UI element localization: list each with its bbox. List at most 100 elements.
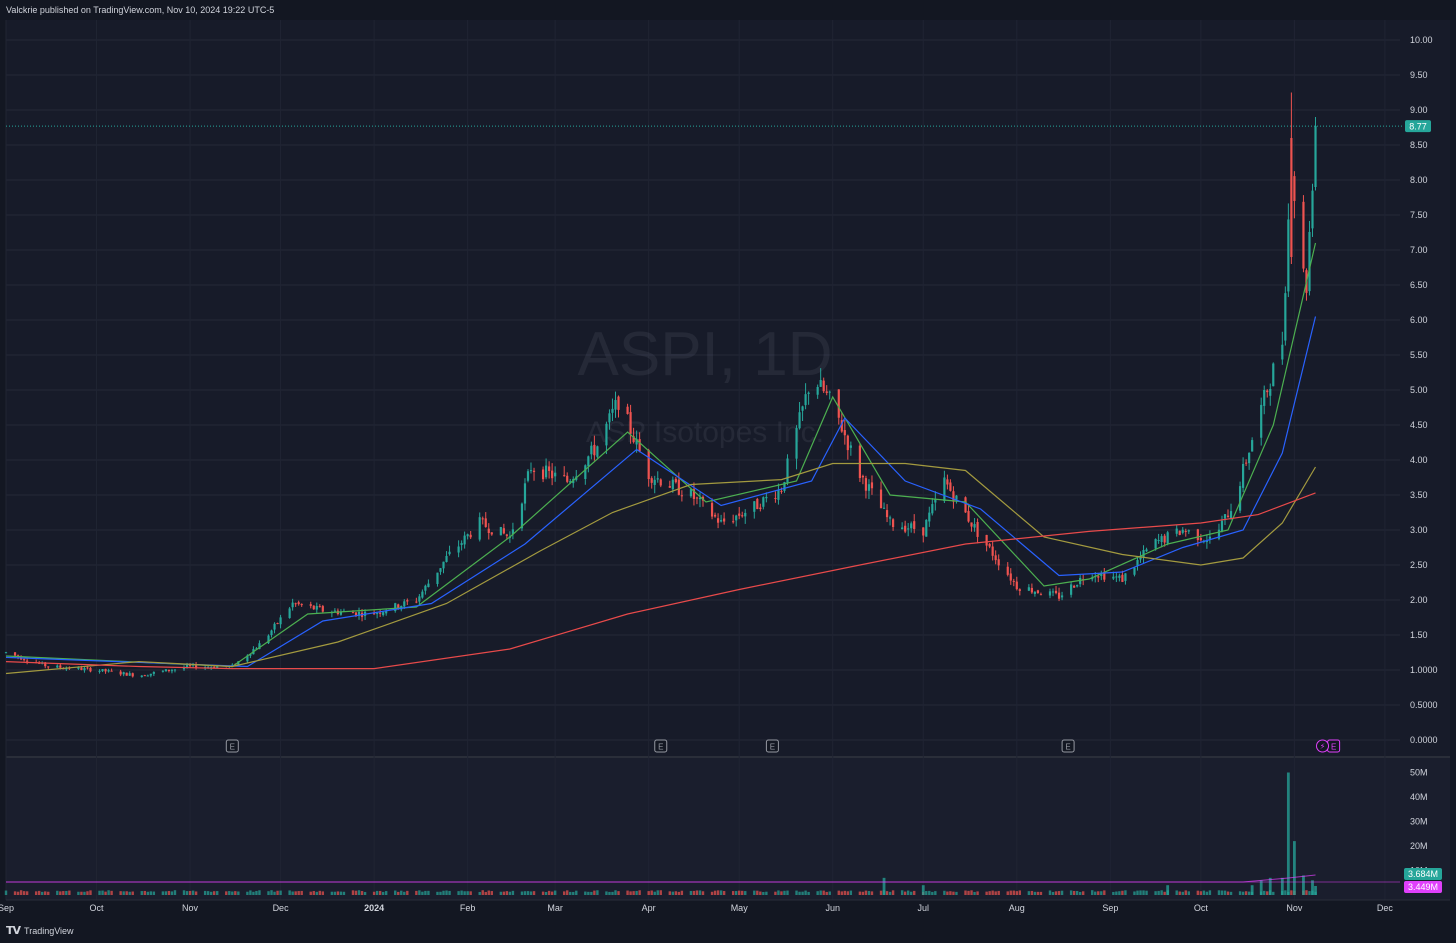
volume-bar[interactable] (1181, 891, 1184, 895)
candle-body[interactable] (1220, 520, 1224, 532)
volume-bar[interactable] (846, 891, 850, 895)
candle-body[interactable] (1015, 581, 1018, 590)
volume-bar[interactable] (635, 890, 638, 895)
volume-bar[interactable] (1097, 891, 1100, 895)
candle-body[interactable] (777, 489, 780, 500)
volume-bar[interactable] (1223, 890, 1227, 895)
volume-bar[interactable] (167, 890, 171, 895)
volume-bar[interactable] (614, 890, 617, 895)
volume-bar[interactable] (273, 891, 276, 895)
volume-bar[interactable] (149, 891, 153, 895)
volume-bar[interactable] (246, 891, 249, 895)
volume-bar[interactable] (448, 890, 451, 895)
volume-bar-spike[interactable] (1268, 877, 1272, 895)
candle-body[interactable] (934, 498, 937, 503)
candle-body[interactable] (448, 551, 451, 555)
candle-body[interactable] (339, 611, 343, 615)
volume-bar[interactable] (463, 891, 466, 895)
candle-body[interactable] (840, 420, 843, 432)
candle-body[interactable] (544, 465, 548, 478)
volume-bar[interactable] (1241, 891, 1245, 895)
candle-body[interactable] (1009, 573, 1012, 581)
volume-bar[interactable] (756, 890, 759, 895)
dividend-marker[interactable] (1316, 739, 1330, 753)
candle-body[interactable] (653, 479, 656, 485)
candle-body[interactable] (904, 525, 907, 532)
candle-body[interactable] (83, 668, 86, 671)
candle-body[interactable] (373, 613, 376, 615)
volume-bar[interactable] (16, 891, 20, 895)
earnings-marker[interactable] (225, 739, 239, 753)
volume-bar[interactable] (566, 890, 569, 895)
volume-bar[interactable] (1205, 891, 1209, 895)
candle-body[interactable] (783, 482, 786, 491)
volume-bar[interactable] (547, 890, 551, 895)
candle-body[interactable] (216, 666, 219, 669)
candle-body[interactable] (258, 643, 261, 650)
volume-bar[interactable] (1121, 890, 1124, 895)
volume-bar[interactable] (840, 891, 843, 895)
volume-bar[interactable] (128, 891, 131, 895)
candle-body[interactable] (1154, 539, 1157, 549)
volume-bar[interactable] (291, 891, 294, 895)
candle-body[interactable] (1263, 390, 1266, 406)
volume-bar[interactable] (1238, 891, 1242, 895)
candle-body[interactable] (1314, 126, 1317, 187)
candle-body[interactable] (1057, 592, 1061, 599)
volume-bar[interactable] (83, 891, 86, 895)
volume-bar-spike[interactable] (1166, 885, 1170, 895)
candle-body[interactable] (804, 394, 807, 406)
volume-bar[interactable] (170, 891, 174, 895)
volume-bar[interactable] (1208, 890, 1212, 895)
candle-body[interactable] (1100, 573, 1103, 576)
volume-bar[interactable] (997, 890, 1000, 895)
candle-body[interactable] (765, 496, 768, 499)
volume-bar[interactable] (418, 890, 421, 895)
volume-bar[interactable] (143, 890, 146, 895)
candle-body[interactable] (424, 585, 427, 591)
volume-bar[interactable] (656, 890, 659, 895)
volume-bar[interactable] (37, 890, 41, 895)
candle-body[interactable] (44, 662, 47, 667)
candle-body[interactable] (207, 666, 210, 668)
volume-bar[interactable] (1072, 890, 1076, 895)
candle-body[interactable] (354, 612, 358, 616)
candle-body[interactable] (695, 497, 699, 499)
volume-bar[interactable] (318, 890, 322, 895)
candle-body[interactable] (825, 391, 828, 393)
volume-bar[interactable] (647, 891, 650, 895)
volume-bar[interactable] (333, 891, 337, 895)
volume-bar[interactable] (798, 891, 801, 895)
volume-bar[interactable] (650, 890, 653, 895)
candle-body[interactable] (297, 602, 300, 605)
volume-bar[interactable] (861, 891, 865, 895)
candle-body[interactable] (237, 661, 240, 665)
volume-bar[interactable] (677, 891, 681, 895)
volume-bar[interactable] (297, 891, 300, 895)
candle-body[interactable] (23, 659, 26, 661)
candle-body[interactable] (1145, 549, 1148, 552)
volume-bar[interactable] (164, 891, 168, 895)
volume-bar[interactable] (1284, 890, 1287, 895)
candle-body[interactable] (315, 606, 318, 610)
volume-bar-spike[interactable] (1280, 877, 1284, 895)
candle-body[interactable] (499, 527, 502, 536)
volume-bar[interactable] (56, 890, 59, 895)
candle-body[interactable] (309, 604, 312, 606)
candle-body[interactable] (668, 486, 671, 488)
candle-body[interactable] (698, 497, 702, 500)
volume-bar[interactable] (1154, 891, 1157, 895)
candle-body[interactable] (249, 654, 252, 656)
candle-body[interactable] (710, 502, 714, 517)
volume-bar[interactable] (234, 891, 237, 895)
candle-body[interactable] (1012, 580, 1015, 582)
volume-bar[interactable] (879, 890, 883, 895)
volume-bar[interactable] (249, 890, 252, 895)
candle-body[interactable] (732, 521, 735, 523)
candle-body[interactable] (487, 528, 490, 534)
candle-body[interactable] (976, 522, 979, 537)
volume-bar[interactable] (928, 890, 931, 895)
volume-bar[interactable] (976, 891, 979, 895)
volume-bar[interactable] (4, 890, 8, 895)
candle-body[interactable] (267, 635, 270, 644)
